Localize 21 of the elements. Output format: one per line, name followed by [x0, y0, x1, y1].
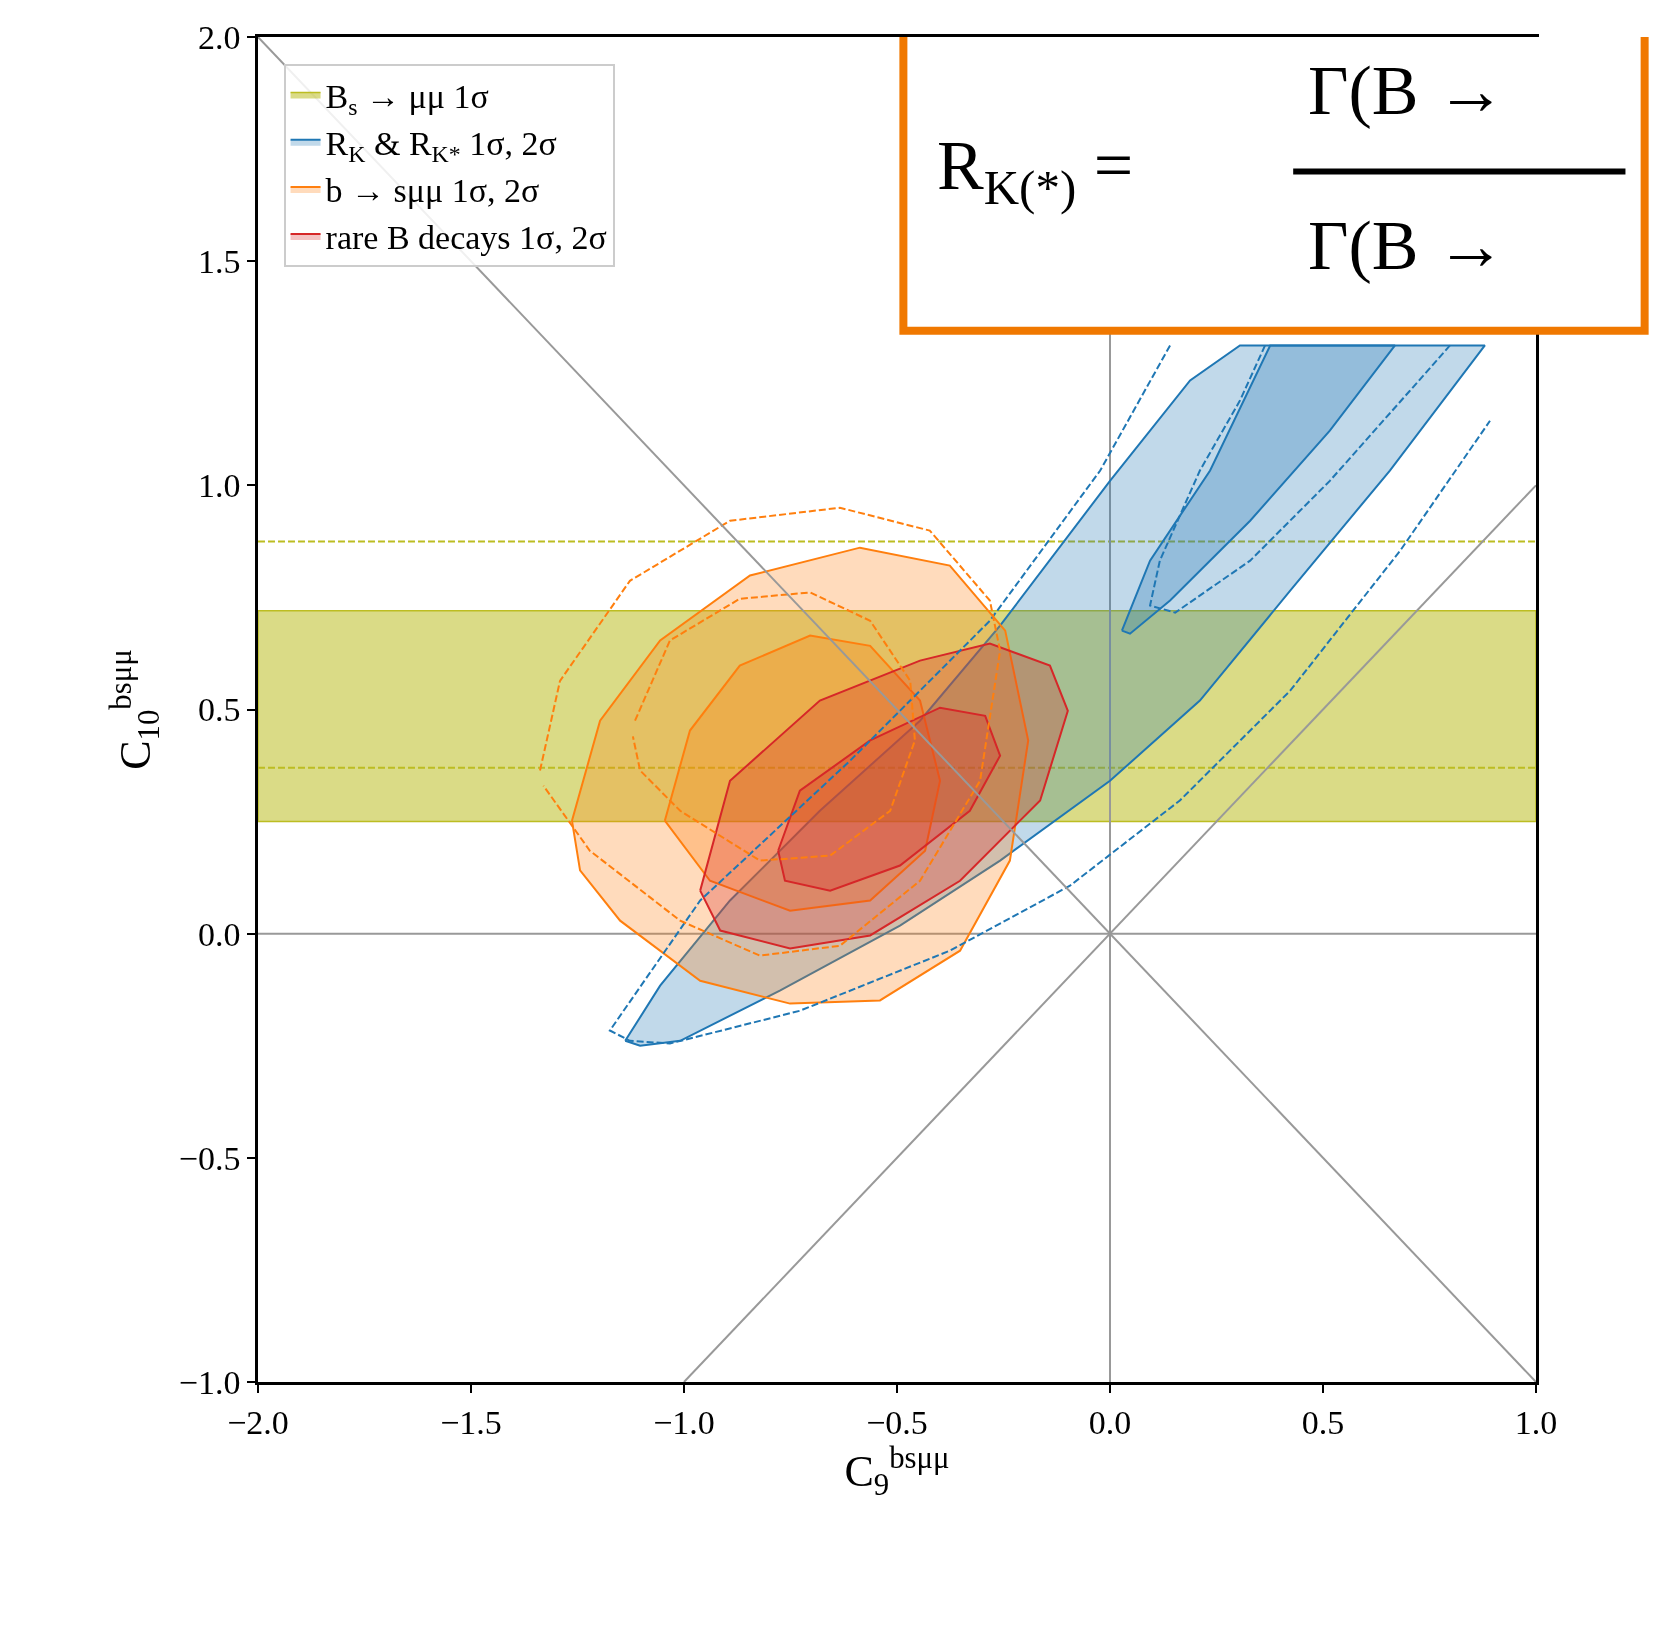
annotation: Γ(B →: [1308, 52, 1506, 129]
x-tick-label: 0.0: [1088, 1403, 1132, 1441]
legend-label: B$_{s}$ → μμ 1σ: [325, 77, 489, 120]
x-tick-label: −1.0: [653, 1403, 715, 1441]
x-tick-label: 1.0: [1514, 1403, 1558, 1441]
y-tick-label: 1.0: [197, 467, 241, 505]
annotation: R$_{K(*)}$ =: [937, 127, 1134, 215]
y-tick-label: 0.5: [197, 691, 241, 729]
y-tick-label: −0.5: [178, 1139, 241, 1177]
y-tick-label: 1.5: [197, 243, 241, 281]
legend-label: b → sμμ 1σ, 2σ: [325, 172, 540, 210]
x-tick-label: −0.5: [866, 1403, 928, 1441]
y-tick-label: 0.0: [197, 915, 241, 953]
legend-label: R$_{K}$ & R$_{K*}$ 1σ, 2σ: [325, 124, 557, 168]
y-tick-label: 2.0: [197, 18, 241, 56]
x-tick-label: −2.0: [227, 1403, 289, 1441]
x-tick-label: −1.5: [440, 1403, 502, 1441]
legend-label: rare B decays 1σ, 2σ: [325, 219, 607, 257]
annotation: Γ(B →: [1308, 207, 1506, 284]
x-tick-label: 0.5: [1301, 1403, 1345, 1441]
y-tick-label: −1.0: [178, 1363, 241, 1401]
